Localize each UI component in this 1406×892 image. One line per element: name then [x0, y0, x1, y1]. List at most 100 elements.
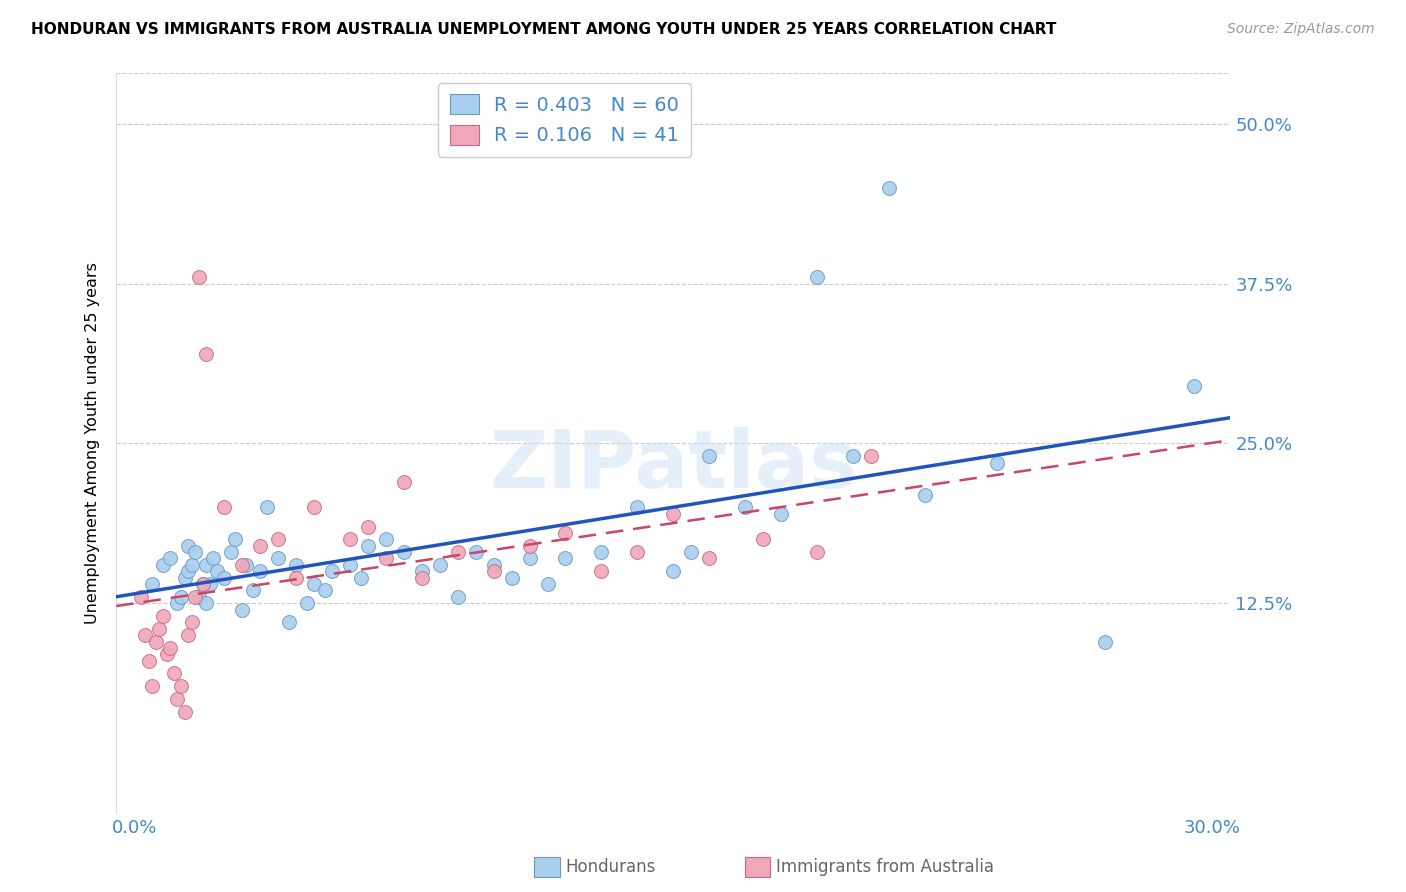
Point: [242, 583, 264, 598]
Point: [314, 583, 336, 598]
Point: [155, 648, 177, 662]
Point: [770, 507, 793, 521]
Point: [302, 577, 325, 591]
Point: [411, 564, 433, 578]
Point: [195, 596, 218, 610]
Point: [734, 500, 756, 515]
Point: [519, 539, 541, 553]
Text: Immigrants from Australia: Immigrants from Australia: [776, 858, 994, 876]
Point: [177, 628, 200, 642]
Point: [554, 525, 576, 540]
Point: [231, 602, 253, 616]
Point: [806, 545, 828, 559]
Text: Hondurans: Hondurans: [565, 858, 655, 876]
Point: [482, 558, 505, 572]
Point: [163, 666, 186, 681]
Point: [138, 654, 160, 668]
Point: [536, 577, 558, 591]
Point: [339, 533, 361, 547]
Point: [986, 456, 1008, 470]
Legend: R = 0.403   N = 60, R = 0.106   N = 41: R = 0.403 N = 60, R = 0.106 N = 41: [437, 83, 690, 157]
Point: [224, 533, 246, 547]
Point: [447, 545, 470, 559]
Point: [131, 590, 153, 604]
Text: ZIPatlas: ZIPatlas: [489, 426, 858, 505]
Point: [173, 571, 195, 585]
Point: [1094, 634, 1116, 648]
Y-axis label: Unemployment Among Youth under 25 years: Unemployment Among Youth under 25 years: [86, 262, 100, 624]
Point: [235, 558, 257, 572]
Point: [148, 622, 170, 636]
Point: [231, 558, 253, 572]
Point: [374, 533, 396, 547]
Point: [177, 564, 200, 578]
Point: [180, 558, 202, 572]
Point: [184, 545, 207, 559]
Point: [170, 590, 193, 604]
Point: [267, 533, 290, 547]
Point: [219, 545, 242, 559]
Point: [184, 590, 207, 604]
Point: [159, 551, 181, 566]
Point: [681, 545, 703, 559]
Point: [170, 679, 193, 693]
Point: [267, 551, 290, 566]
Point: [464, 545, 486, 559]
Point: [295, 596, 318, 610]
Point: [191, 577, 214, 591]
Point: [173, 705, 195, 719]
Point: [152, 609, 174, 624]
Point: [205, 564, 228, 578]
Point: [429, 558, 451, 572]
Point: [321, 564, 343, 578]
Point: [411, 571, 433, 585]
Point: [277, 615, 299, 630]
Point: [212, 500, 235, 515]
Point: [249, 564, 271, 578]
Point: [195, 347, 218, 361]
Point: [447, 590, 470, 604]
Point: [159, 640, 181, 655]
Point: [519, 551, 541, 566]
Point: [806, 270, 828, 285]
Point: [374, 551, 396, 566]
Point: [177, 539, 200, 553]
Point: [202, 551, 225, 566]
Text: Source: ZipAtlas.com: Source: ZipAtlas.com: [1227, 22, 1375, 37]
Point: [357, 539, 380, 553]
Point: [482, 564, 505, 578]
Point: [191, 577, 214, 591]
Point: [662, 507, 685, 521]
Point: [339, 558, 361, 572]
Point: [187, 590, 209, 604]
Point: [697, 551, 720, 566]
Point: [152, 558, 174, 572]
Point: [662, 564, 685, 578]
Point: [284, 571, 307, 585]
Point: [284, 558, 307, 572]
Point: [554, 551, 576, 566]
Point: [357, 519, 380, 533]
Point: [626, 500, 648, 515]
Point: [166, 596, 188, 610]
Point: [141, 679, 163, 693]
Point: [877, 181, 900, 195]
Point: [626, 545, 648, 559]
Point: [752, 533, 775, 547]
Point: [591, 564, 613, 578]
Point: [859, 450, 882, 464]
Point: [212, 571, 235, 585]
Point: [501, 571, 523, 585]
Text: HONDURAN VS IMMIGRANTS FROM AUSTRALIA UNEMPLOYMENT AMONG YOUTH UNDER 25 YEARS CO: HONDURAN VS IMMIGRANTS FROM AUSTRALIA UN…: [31, 22, 1056, 37]
Point: [302, 500, 325, 515]
Point: [134, 628, 156, 642]
Point: [187, 270, 209, 285]
Point: [141, 577, 163, 591]
Point: [591, 545, 613, 559]
Point: [256, 500, 278, 515]
Point: [249, 539, 271, 553]
Point: [392, 475, 415, 489]
Point: [195, 558, 218, 572]
Point: [914, 487, 936, 501]
Point: [145, 634, 167, 648]
